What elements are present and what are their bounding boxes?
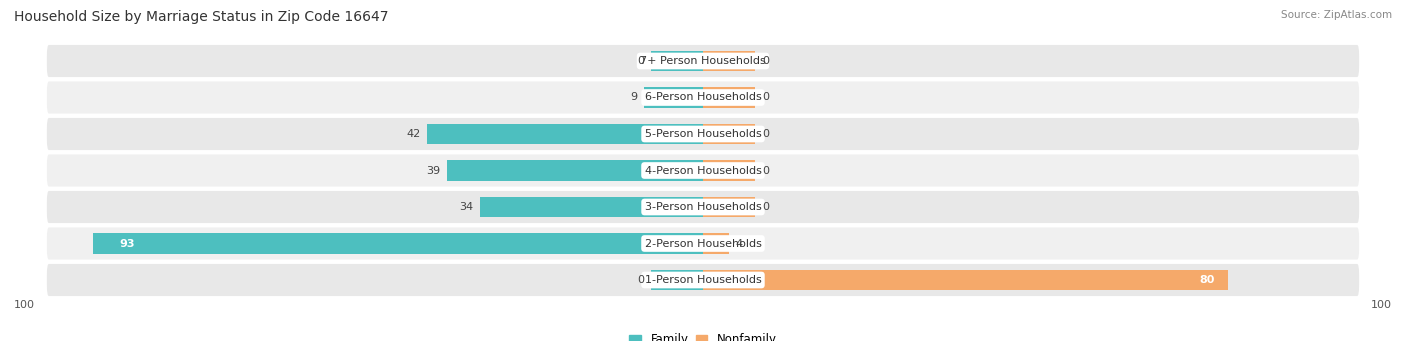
Text: 0: 0 (762, 56, 769, 66)
Text: 0: 0 (762, 92, 769, 103)
Text: 0: 0 (637, 56, 644, 66)
Text: 0: 0 (637, 275, 644, 285)
Text: 100: 100 (1371, 300, 1392, 310)
Legend: Family, Nonfamily: Family, Nonfamily (624, 329, 782, 341)
Bar (703, 270, 1227, 290)
Bar (427, 124, 703, 144)
Text: 9: 9 (630, 92, 637, 103)
Text: 0: 0 (762, 129, 769, 139)
Text: 3-Person Households: 3-Person Households (644, 202, 762, 212)
Text: 6-Person Households: 6-Person Households (644, 92, 762, 103)
Text: Source: ZipAtlas.com: Source: ZipAtlas.com (1281, 10, 1392, 20)
Bar (703, 161, 755, 180)
FancyBboxPatch shape (46, 191, 1360, 223)
FancyBboxPatch shape (46, 81, 1360, 114)
Text: 7+ Person Households: 7+ Person Households (640, 56, 766, 66)
FancyBboxPatch shape (46, 45, 1360, 77)
Text: 0: 0 (762, 202, 769, 212)
FancyBboxPatch shape (46, 118, 1360, 150)
Bar (703, 234, 730, 254)
FancyBboxPatch shape (46, 264, 1360, 296)
Bar (93, 234, 703, 254)
FancyBboxPatch shape (46, 154, 1360, 187)
Text: 80: 80 (1199, 275, 1215, 285)
Text: 2-Person Households: 2-Person Households (644, 238, 762, 249)
FancyBboxPatch shape (46, 227, 1360, 260)
Bar (479, 197, 703, 217)
Bar (651, 270, 703, 290)
Text: 4-Person Households: 4-Person Households (644, 165, 762, 176)
Bar (703, 87, 755, 107)
Text: 93: 93 (120, 238, 135, 249)
Text: 4: 4 (735, 238, 742, 249)
Text: 39: 39 (426, 165, 440, 176)
Bar (703, 124, 755, 144)
Text: Household Size by Marriage Status in Zip Code 16647: Household Size by Marriage Status in Zip… (14, 10, 388, 24)
Text: 34: 34 (460, 202, 474, 212)
Bar (644, 87, 703, 107)
Text: 0: 0 (762, 165, 769, 176)
Text: 42: 42 (406, 129, 420, 139)
Bar (703, 197, 755, 217)
Bar (447, 161, 703, 180)
Bar (703, 51, 755, 71)
Bar (651, 51, 703, 71)
Text: 1-Person Households: 1-Person Households (644, 275, 762, 285)
Text: 5-Person Households: 5-Person Households (644, 129, 762, 139)
Text: 100: 100 (14, 300, 35, 310)
